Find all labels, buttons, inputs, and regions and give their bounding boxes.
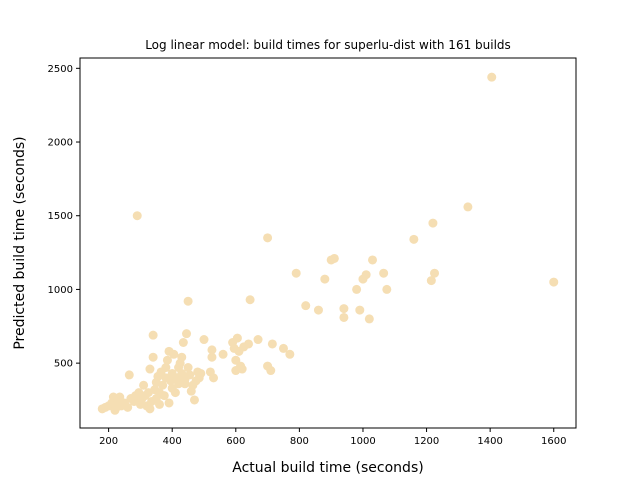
data-point (237, 364, 247, 374)
data-point (158, 380, 168, 390)
data-point (145, 364, 155, 374)
data-point (278, 343, 288, 353)
x-axis-title: Actual build time (seconds) (232, 460, 423, 476)
data-point (426, 276, 436, 286)
data-point (253, 335, 263, 345)
data-point (199, 335, 209, 345)
data-point (428, 218, 438, 228)
data-point (145, 404, 155, 414)
data-point (232, 333, 242, 343)
data-point (267, 339, 277, 349)
x-tick-label: 1400 (477, 436, 502, 447)
data-point (266, 366, 276, 376)
data-point (409, 234, 419, 244)
data-point (169, 349, 179, 359)
data-point (364, 314, 374, 324)
data-point (209, 373, 219, 383)
data-point (339, 304, 349, 314)
y-tick-label: 2500 (48, 64, 73, 75)
y-tick-label: 2000 (48, 138, 73, 149)
y-tick-label: 500 (54, 359, 73, 370)
data-point (123, 402, 133, 412)
data-point (185, 370, 195, 380)
data-point (361, 270, 371, 280)
y-tick-label: 1000 (48, 285, 73, 296)
data-point (148, 330, 158, 340)
data-point (183, 363, 193, 373)
data-point (154, 399, 164, 409)
plot-frame (79, 57, 577, 429)
data-point (170, 388, 180, 398)
data-point (182, 329, 192, 339)
chart-title: Log linear model: build times for superl… (145, 38, 511, 52)
x-tick-label: 600 (226, 436, 245, 447)
data-point (139, 380, 149, 390)
y-axis-title: Predicted build time (seconds) (12, 136, 28, 349)
data-point (368, 255, 378, 265)
data-point (382, 284, 392, 294)
x-tick-label: 400 (163, 436, 182, 447)
data-point (355, 305, 365, 315)
data-point (463, 202, 473, 212)
x-axis: 200 400 600 800 1000 1200 1400 1600 (99, 428, 566, 447)
data-point (218, 349, 228, 359)
data-point (263, 233, 273, 243)
data-points (97, 72, 559, 415)
data-point (174, 379, 184, 389)
y-tick-label: 1500 (48, 211, 73, 222)
data-point (430, 268, 440, 278)
data-point (245, 295, 255, 305)
data-point (159, 391, 169, 401)
data-point (329, 253, 339, 263)
data-point (244, 339, 254, 349)
data-point (291, 268, 301, 278)
y-axis: 500 1000 1500 2000 2500 (48, 64, 80, 370)
data-point (196, 368, 206, 378)
x-tick-label: 200 (99, 436, 118, 447)
x-tick-label: 1000 (350, 436, 375, 447)
data-point (161, 363, 171, 373)
data-point (379, 268, 389, 278)
data-point (487, 72, 497, 82)
data-point (339, 312, 349, 322)
data-point (148, 352, 158, 362)
x-tick-label: 800 (290, 436, 309, 447)
data-point (207, 345, 217, 355)
data-point (189, 395, 199, 405)
data-point (162, 355, 172, 365)
data-point (313, 305, 323, 315)
data-point (549, 277, 559, 287)
data-point (352, 284, 362, 294)
data-point (207, 352, 217, 362)
data-point (124, 370, 134, 380)
data-point (164, 398, 174, 408)
x-tick-label: 1600 (541, 436, 566, 447)
data-point (177, 352, 187, 362)
data-point (183, 296, 193, 306)
data-point (301, 301, 311, 311)
data-point (320, 274, 330, 284)
data-point (132, 211, 142, 221)
data-point (178, 338, 188, 348)
x-tick-label: 1200 (414, 436, 439, 447)
data-point (285, 349, 295, 359)
